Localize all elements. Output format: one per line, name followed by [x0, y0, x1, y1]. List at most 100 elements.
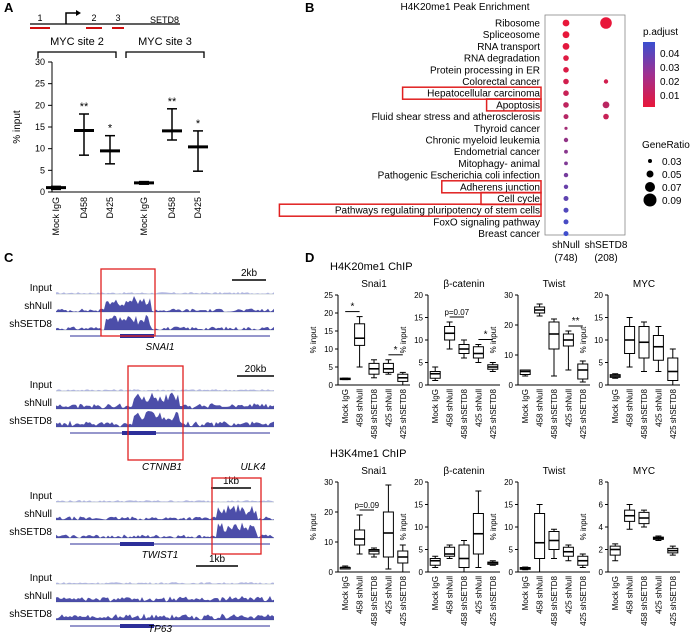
panel-d-xtick-label-0-2-3: 425 shNull	[564, 389, 573, 427]
panel-b-term-label-13: Pathogenic Escherichia coli infection	[378, 171, 540, 182]
panel-a-ylabel: % input	[12, 110, 23, 144]
panel-d-box-1-0-1	[354, 529, 366, 546]
panel-b-col-label-1: shSETD8	[585, 240, 628, 251]
panel-d-xtick-label-1-3-1: 458 shNull	[626, 576, 635, 614]
panel-a-star-2-2: **	[168, 96, 177, 108]
panel-b-dot-shsetd8-1	[603, 79, 609, 84]
panel-b-highlight-box-0	[401, 86, 542, 100]
panel-b-col-label-0: shNull	[552, 240, 580, 251]
panel-c-signal-2-1	[56, 504, 274, 520]
panel-d-ytick-label-1-0-2: 20	[324, 508, 333, 517]
panel-d-ytick-label-1-2-1: 5	[509, 546, 514, 555]
panel-c-highlight-box-0	[100, 268, 156, 337]
panel-d-xtick-label-1-2-2: 458 shSETD8	[550, 575, 559, 625]
panel-c-highlight-box-1	[127, 365, 184, 461]
panel-d-sig-label-0-2-0: **	[572, 316, 580, 327]
panel-b-dot-shnull-6	[563, 90, 569, 96]
panel-d-ytick-label-1-1-3: 15	[414, 501, 423, 510]
panel-b-dot-shnull-17	[563, 219, 569, 225]
panel-d-box-1-2-1	[534, 513, 546, 559]
panel-b-letter: B	[305, 0, 314, 15]
panel-c-row-label-2-2: shSETD8	[9, 527, 52, 538]
panel-d-ytick-label-0-0-4: 20	[324, 309, 333, 318]
panel-a-star-2-3: *	[196, 118, 201, 130]
panel-c-signal-3-1	[56, 595, 274, 602]
panel-b-term-label-0: Ribosome	[495, 19, 540, 30]
panel-d-xtick-label-1-3-4: 425 shSETD8	[669, 575, 678, 625]
panel-d-xtick-label-0-2-1: 458 shNull	[536, 389, 545, 427]
panel-c-scale-label-0: 2kb	[241, 268, 258, 279]
panel-d-xtick-label-0-1-1: 458 shNull	[446, 389, 455, 427]
panel-d-xtick-label-0-0-0: Mock IgG	[341, 389, 350, 423]
panel-d-sig-label-0-0-1: *	[394, 345, 398, 356]
panel-a-tss-arrowhead	[76, 10, 81, 16]
panel-b-highlight-box-1	[485, 98, 542, 112]
panel-a-ytick-label-0: 0	[40, 187, 45, 197]
panel-b-dot-shnull-8	[563, 114, 569, 120]
panel-d-ytick-label-0-2-0: 0	[509, 381, 514, 390]
panel-b-dot-shnull-10	[563, 137, 569, 143]
panel-b-dot-shnull-5	[563, 78, 569, 85]
panel-d-box-1-1-1	[444, 546, 456, 557]
panel-d-ytick-label-0-0-5: 25	[324, 291, 333, 300]
panel-b-term-label-8: Fluid shear stress and atherosclerosis	[372, 112, 540, 123]
panel-d-ytick-label-0-1-3: 15	[414, 314, 423, 323]
panel-c-row-label-0-2: shSETD8	[9, 319, 52, 330]
panel-c-highlight-box-2	[211, 477, 262, 555]
panel-b-term-label-6: Hepatocellular carcinoma	[427, 89, 540, 100]
panel-d-xtick-label-1-1-0: Mock IgG	[431, 576, 440, 610]
panel-d-ytick-label-1-3-1: 2	[599, 546, 604, 555]
panel-b-padjust-colorbar	[643, 42, 655, 107]
panel-c-signal-0-0	[56, 292, 274, 294]
panel-d-subplot-title-0-0: Snai1	[361, 279, 387, 290]
panel-d-xtick-label-0-3-3: 425 shNull	[654, 389, 663, 427]
panel-b-generatio-dot-0	[648, 159, 652, 163]
panel-c-letter: C	[4, 250, 14, 265]
panel-d-ytick-label-1-2-0: 0	[509, 568, 514, 577]
panel-b-generatio-tick-3: 0.09	[662, 196, 682, 207]
panel-b-dot-shnull-7	[563, 102, 569, 108]
panel-d-ytick-label-1-2-2: 10	[504, 523, 513, 532]
panel-c-row-label-1-1: shNull	[24, 398, 52, 409]
panel-d-ytick-label-1-0-3: 30	[324, 478, 333, 487]
panel-b-term-label-9: Thyroid cancer	[474, 124, 541, 135]
panel-a-xtick-label-1-1: Mock IgG	[51, 197, 61, 236]
panel-d-ylabel-1-0: % input	[309, 513, 318, 540]
panel-d-xtick-label-1-2-1: 458 shNull	[536, 576, 545, 614]
panel-d-ylabel-0-1: % input	[399, 326, 408, 353]
panel-d-subplot-title-0-2: Twist	[543, 279, 566, 290]
panel-d-sig-label-0-1-0: p=0.07	[444, 308, 469, 317]
panel-d-box-0-0-1	[354, 323, 366, 346]
panel-b-term-label-5: Colorectal cancer	[462, 77, 540, 88]
panel-d-xtick-label-0-0-2: 458 shSETD8	[370, 388, 379, 438]
panel-b-term-label-15: Cell cycle	[497, 194, 540, 205]
panel-c-gene-exon-3	[120, 624, 154, 628]
panel-d-box-0-2-2	[548, 321, 560, 350]
panel-d-ylabel-1-1: % input	[399, 513, 408, 540]
panel-d-xtick-label-0-1-0: Mock IgG	[431, 389, 440, 423]
panel-d-ytick-label-1-1-2: 10	[414, 523, 423, 532]
panel-b-legend-padjust-title: p.adjust	[643, 27, 678, 38]
panel-d-box-0-2-4	[577, 363, 589, 380]
panel-b-dot-shsetd8-2	[602, 101, 610, 109]
panel-b-term-label-17: FoxO signaling pathway	[433, 217, 540, 228]
panel-a-xtick-label-2-3: D425	[193, 197, 203, 219]
panel-d-xtick-label-0-3-4: 425 shSETD8	[669, 388, 678, 438]
panel-d-xtick-label-0-3-1: 458 shNull	[626, 389, 635, 427]
panel-a-bracket-2	[125, 51, 205, 58]
panel-c-signal-0-1	[56, 296, 274, 312]
panel-a-ytick-label-4: 20	[35, 100, 45, 110]
panel-b-generatio-tick-2: 0.07	[662, 183, 682, 194]
panel-c-row-label-1-0: Input	[30, 380, 52, 391]
panel-b-highlight-box-4	[278, 203, 542, 217]
panel-d-ytick-label-1-3-4: 8	[599, 478, 604, 487]
panel-d-xtick-label-1-1-3: 425 shNull	[474, 576, 483, 614]
panel-d-box-1-1-0	[429, 558, 441, 566]
panel-b-dot-shnull-13	[563, 172, 569, 178]
panel-d-ytick-label-0-3-3: 15	[594, 314, 603, 323]
panel-b-dot-shsetd8-3	[603, 113, 609, 120]
panel-b-dot-shnull-18	[563, 231, 569, 237]
panel-c-row-label-0-0: Input	[30, 283, 52, 294]
panel-d-xtick-label-0-2-0: Mock IgG	[521, 389, 530, 423]
